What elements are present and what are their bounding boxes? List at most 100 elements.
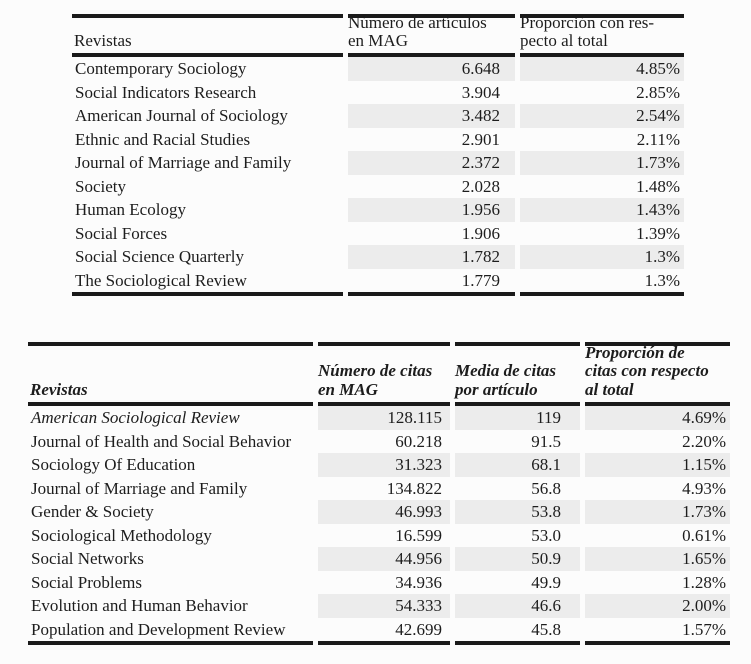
journal-name-cell: Social Indicators Research [75, 82, 257, 102]
mean-citations-cell: 53.8 [455, 500, 580, 524]
proportion-cell: 1.73% [520, 151, 684, 175]
proportion-cell: 1.39% [636, 223, 680, 243]
column-header-articles: Número de artículos en MAG [348, 14, 515, 53]
proportion-cell: 4.85% [520, 57, 684, 81]
rule-segment [348, 14, 515, 18]
proportion-cell: 1.28% [682, 572, 726, 592]
rule-segment [318, 641, 450, 645]
rule-segment [348, 292, 515, 296]
articles-count-cell: 2.901 [461, 129, 500, 149]
citations-count-cell: 44.956 [318, 547, 450, 571]
proportion-cell: 1.73% [585, 500, 730, 524]
journal-name-cell: Social Forces [75, 223, 168, 243]
journal-name-cell: Social Problems [31, 572, 142, 592]
journal-name-cell: Society [75, 176, 126, 196]
rule-segment [585, 641, 730, 645]
column-header-revistas: Revistas [28, 346, 313, 402]
journal-name-cell: Population and Development Review [31, 619, 286, 639]
journal-name-cell: Social Networks [31, 549, 144, 568]
mean-citations-cell: 45.8 [531, 619, 561, 639]
column-header-label: Proporción de citas con respecto al tota… [585, 342, 709, 399]
citations-count-cell: 16.599 [395, 525, 442, 545]
rule-segment [28, 641, 313, 645]
column-header-revistas: Revistas [72, 18, 343, 53]
proportion-cell: 1.48% [636, 176, 680, 196]
rule-segment [72, 292, 343, 296]
citations-count-cell: 42.699 [395, 619, 442, 639]
rule-segment [455, 641, 580, 645]
citations-table-grid: Revistas Número de citas en MAG Media de… [28, 342, 730, 641]
column-header-proportion: Proporción de citas con respecto al tota… [585, 342, 730, 402]
journal-name-cell: The Sociological Review [75, 270, 247, 290]
header-rule-segment [585, 402, 730, 406]
proportion-cell: 1.3% [520, 245, 684, 269]
proportion-cell: 1.15% [585, 453, 730, 477]
articles-table: Revistas Número de artículos en MAG Prop… [72, 14, 684, 296]
header-rule-segment [28, 402, 313, 406]
header-rule-segment [72, 53, 343, 57]
citations-count-cell: 60.218 [395, 431, 442, 451]
rule-segment [28, 342, 313, 346]
rule-segment [520, 14, 684, 18]
mean-citations-cell: 68.1 [455, 453, 580, 477]
rule-segment [520, 292, 684, 296]
mean-citations-cell: 56.8 [531, 478, 561, 498]
journal-name-cell: Sociological Methodology [31, 525, 212, 545]
journal-name-cell: American Journal of Sociology [75, 106, 288, 125]
articles-count-cell: 1.779 [461, 270, 500, 290]
table-top-rule [72, 14, 684, 18]
column-header-citations: Número de citas en MAG [318, 346, 450, 402]
articles-count-cell: 1.782 [348, 245, 515, 269]
articles-table-grid: Revistas Número de artículos en MAG Prop… [72, 14, 684, 292]
proportion-cell: 2.20% [682, 431, 726, 451]
articles-count-cell: 1.956 [348, 198, 515, 222]
proportion-cell: 2.85% [636, 82, 680, 102]
proportion-cell: 1.43% [520, 198, 684, 222]
journal-name-cell: Journal of Marriage and Family [75, 153, 292, 172]
proportion-cell: 4.93% [682, 478, 726, 498]
column-header-proportion: Proporción con res- pecto al total [520, 14, 684, 53]
proportion-cell: 2.00% [585, 594, 730, 618]
column-header-label: Revistas [74, 31, 132, 50]
articles-count-cell: 1.906 [461, 223, 500, 243]
citations-table: Revistas Número de citas en MAG Media de… [28, 342, 730, 645]
rule-segment [72, 14, 343, 18]
mean-citations-cell: 119 [455, 406, 580, 430]
table-top-rule [28, 342, 730, 346]
journal-name-cell: Gender & Society [31, 502, 154, 521]
journal-name-cell: Journal of Marriage and Family [31, 478, 248, 498]
articles-count-cell: 3.482 [348, 104, 515, 128]
rule-segment [585, 342, 730, 346]
column-header-label: Revistas [30, 379, 88, 399]
proportion-cell: 0.61% [682, 525, 726, 545]
header-rule-segment [348, 53, 515, 57]
citations-count-cell: 54.333 [318, 594, 450, 618]
column-header-label: Número de artículos en MAG [348, 13, 487, 50]
column-header-label: Media de citas por artículo [455, 361, 557, 399]
header-rule-segment [455, 402, 580, 406]
table-bottom-rule [72, 292, 684, 296]
header-rule-segment [520, 53, 684, 57]
mean-citations-cell: 49.9 [531, 572, 561, 592]
citations-count-cell: 134.822 [386, 478, 442, 498]
proportion-cell: 2.11% [636, 129, 680, 149]
articles-count-cell: 6.648 [348, 57, 515, 81]
column-header-label: Proporción con res- pecto al total [520, 13, 655, 50]
mean-citations-cell: 91.5 [531, 431, 561, 451]
citations-count-cell: 128.115 [318, 406, 450, 430]
citations-count-cell: 34.936 [395, 572, 442, 592]
table-bottom-rule [28, 641, 730, 645]
mean-citations-cell: 46.6 [455, 594, 580, 618]
articles-count-cell: 3.904 [461, 82, 500, 102]
journal-name-cell: Human Ecology [75, 200, 186, 219]
proportion-cell: 4.69% [585, 406, 730, 430]
proportion-cell: 1.65% [585, 547, 730, 571]
citations-count-cell: 31.323 [318, 453, 450, 477]
mean-citations-cell: 50.9 [455, 547, 580, 571]
journal-name-cell: American Sociological Review [31, 408, 240, 427]
articles-count-cell: 2.372 [348, 151, 515, 175]
journal-name-cell: Evolution and Human Behavior [31, 596, 248, 615]
journal-name-cell: Ethnic and Racial Studies [75, 129, 251, 149]
journal-name-cell: Journal of Health and Social Behavior [31, 431, 292, 451]
journal-name-cell: Sociology Of Education [31, 455, 196, 474]
